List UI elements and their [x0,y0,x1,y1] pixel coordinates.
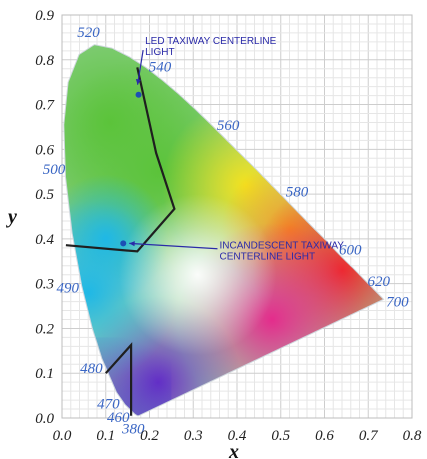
x-tick-label: 0.1 [96,428,115,444]
boundary-blue [104,342,133,416]
y-tick-label: 0.7 [35,98,55,114]
y-tick-labels: 0.0 0.1 0.2 0.3 0.4 0.5 0.6 0.7 0.8 0.9 [35,8,55,427]
point-annotation: INCANDESCENT TAXIWAY CENTERLINE LIGHT [220,241,345,263]
wavelength-label: 620 [367,274,390,290]
wavelength-label: 380 [121,422,145,438]
x-tick-label: 0.8 [403,428,422,444]
y-tick-label: 0.2 [35,321,54,337]
y-tick-label: 0.1 [35,366,54,382]
annotation-line: CENTERLINE LIGHT [220,252,316,263]
x-tick-label: 0.6 [315,428,334,444]
wavelength-label: 470 [97,397,120,413]
x-axis-label: x [228,441,239,459]
annotations: LED TAXIWAY CENTERLINE LIGHT INCANDESCENT … [129,36,344,263]
y-tick-label: 0.8 [35,53,54,69]
wavelength-label: 480 [80,361,103,377]
annotation-line: INCANDESCENT TAXIWAY [220,241,345,252]
annotation-arrow [136,50,144,85]
data-points [120,91,142,247]
wavelength-label: 540 [149,60,172,76]
arrow-head [129,241,135,247]
wavelength-label: 520 [77,25,100,41]
y-tick-label: 0.9 [35,8,54,24]
wavelength-label: 490 [57,281,80,297]
x-tick-label: 0.5 [271,428,290,444]
y-tick-label: 0.5 [35,187,54,203]
y-tick-label: 0.3 [35,277,54,293]
y-tick-label: 0.4 [35,232,54,248]
annotation-line: LIGHT [145,47,174,58]
annotation-line: LED TAXIWAY CENTERLINE [145,36,276,47]
measured-point [135,91,142,98]
arrow-head [135,78,141,85]
white-region [118,194,277,356]
point-annotation: LED TAXIWAY CENTERLINE LIGHT [145,36,276,58]
plot-frame [61,14,413,419]
y-tick-label: 0.6 [35,142,54,158]
x-tick-labels: 0.0 0.1 0.2 0.3 0.4 0.5 0.6 0.7 0.8 [53,428,422,444]
x-tick-label: 0.0 [53,428,72,444]
x-tick-label: 0.7 [359,428,379,444]
y-tick-label: 0.0 [35,411,54,427]
boundary-green [65,67,176,253]
wavelength-label: 560 [217,118,240,134]
wavelength-label: 700 [386,294,409,310]
x-tick-label: 0.3 [184,428,203,444]
x-tick-label: 0.4 [228,428,247,444]
wavelength-label: 600 [339,243,362,259]
y-axis-label: y [6,206,17,228]
wavelength-label: 500 [43,162,66,178]
x-tick-label: 0.2 [140,428,159,444]
measured-point [120,240,127,247]
wavelength-label: 580 [286,184,309,200]
wavelength-label: 460 [107,410,130,426]
annotation-arrow [129,242,218,250]
spectral-locus-outline [63,44,385,417]
color-boundaries [65,67,176,416]
